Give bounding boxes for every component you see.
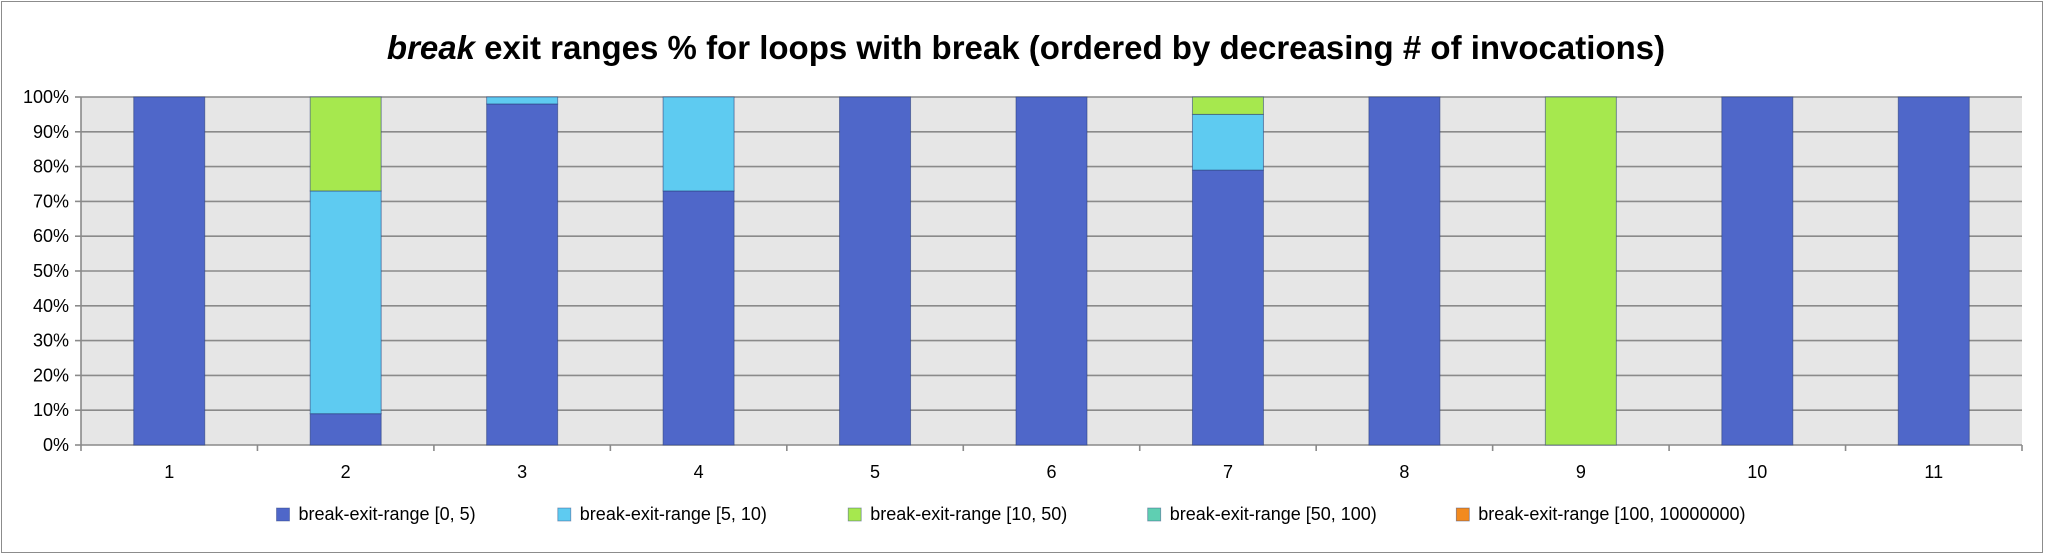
x-tick-label: 4 — [694, 462, 704, 482]
y-tick-label: 10% — [33, 400, 69, 420]
y-tick-label: 70% — [33, 191, 69, 211]
bar-4-series-2 — [662, 96, 735, 192]
y-tick-label: 100% — [23, 87, 69, 107]
chart-title-rest: exit ranges % for loops with break (orde… — [475, 29, 1665, 66]
y-tick-label: 60% — [33, 226, 69, 246]
legend-swatch-2 — [557, 507, 572, 522]
bar-3-series-2 — [486, 96, 559, 105]
x-tick-label: 8 — [1399, 462, 1409, 482]
bar-1-series-1 — [133, 96, 206, 446]
bar-2-series-3 — [309, 96, 382, 192]
y-tick-label: 0% — [43, 435, 69, 455]
legend-label-2: break-exit-range [5, 10) — [580, 504, 767, 524]
bar-3-series-1 — [486, 103, 559, 446]
bar-2-series-2 — [309, 190, 382, 415]
x-tick-label: 6 — [1046, 462, 1056, 482]
bar-5-series-1 — [839, 96, 912, 446]
legend-swatch-3 — [847, 507, 862, 522]
x-tick-label: 1 — [164, 462, 174, 482]
y-tick-label: 30% — [33, 331, 69, 351]
y-tick-label: 20% — [33, 365, 69, 385]
x-tick-label: 10 — [1747, 462, 1767, 482]
x-tick-label: 9 — [1576, 462, 1586, 482]
legend-swatch-1 — [276, 507, 290, 522]
bar-2-series-1 — [309, 413, 382, 446]
y-tick-label: 40% — [33, 296, 69, 316]
legend-label-5: break-exit-range [100, 10000000) — [1478, 504, 1745, 524]
x-tick-label: 7 — [1223, 462, 1233, 482]
legend: break-exit-range [0, 5) break-exit-range … — [276, 504, 1745, 524]
bar-7-series-2 — [1191, 113, 1264, 171]
legend-label-4: break-exit-range [50, 100) — [1170, 504, 1377, 524]
bar-10-series-1 — [1721, 96, 1794, 446]
bar-4-series-1 — [662, 190, 735, 446]
chart-title-italic: break — [387, 29, 477, 66]
x-tick-label: 11 — [1924, 462, 1943, 482]
legend-label-3: break-exit-range [10, 50) — [870, 504, 1067, 524]
y-tick-label: 50% — [33, 261, 69, 281]
x-tick-label: 2 — [341, 462, 351, 482]
bar-9-series-3 — [1544, 96, 1617, 446]
bar-8-series-1 — [1368, 96, 1441, 446]
x-tick-label: 5 — [870, 462, 880, 482]
bar-6-series-1 — [1015, 96, 1088, 446]
bar-7-series-1 — [1191, 169, 1264, 446]
x-tick-label: 3 — [517, 462, 527, 482]
chart-title: break exit ranges % for loops with break… — [387, 29, 1665, 66]
bar-7-series-3 — [1191, 96, 1264, 115]
plot-area: 0% 10% 20% 30% 40% 50% 60% 70% 80% 90% 100% 1 2 3 4 5 6 7… — [23, 87, 2023, 482]
legend-label-1: break-exit-range [0, 5) — [299, 504, 476, 524]
legend-swatch-5 — [1455, 507, 1470, 522]
bar-11-series-1 — [1897, 96, 1970, 446]
y-tick-label: 80% — [33, 157, 69, 177]
legend-swatch-4 — [1147, 507, 1162, 522]
y-tick-label: 90% — [33, 122, 69, 142]
